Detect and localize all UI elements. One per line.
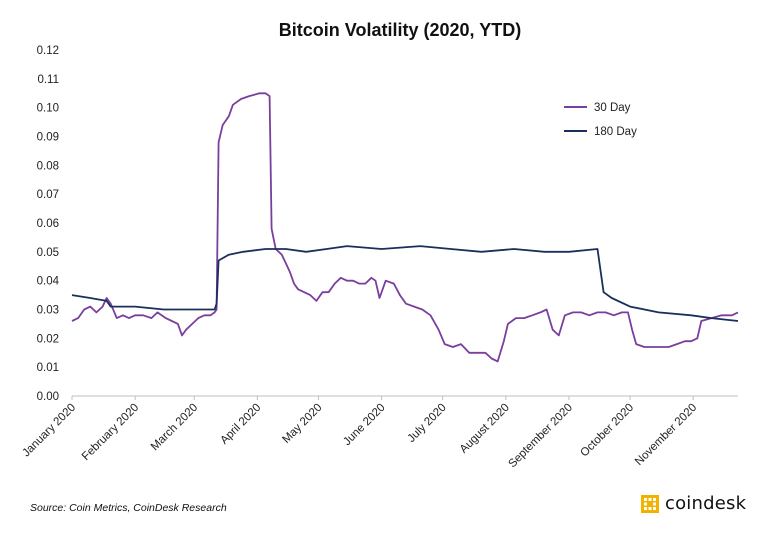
x-tick-label: September 2020	[506, 402, 575, 471]
x-tick-label: October 2020	[578, 402, 636, 460]
y-tick-label: 0.11	[37, 74, 59, 86]
y-tick-label: 0.05	[37, 247, 59, 259]
coindesk-wordmark: coindesk	[665, 493, 747, 514]
y-tick-label: 0.07	[37, 189, 59, 201]
x-tick-label: March 2020	[149, 402, 200, 453]
chart-title: Bitcoin Volatility (2020, YTD)	[279, 20, 521, 40]
coindesk-brand: coindesk	[641, 493, 746, 514]
x-tick-label: November 2020	[633, 402, 699, 468]
x-axis: January 2020 February 2020 March 2020 April…	[20, 395, 738, 471]
y-tick-label: 0.04	[37, 276, 60, 288]
x-tick-label: July 2020	[406, 402, 449, 445]
x-tick-label: June 2020	[341, 402, 387, 448]
y-tick-label: 0.00	[37, 391, 59, 403]
y-tick-label: 0.10	[37, 103, 59, 115]
x-tick-label: August 2020	[458, 402, 512, 456]
legend: 30 Day 180 Day	[564, 102, 637, 138]
x-tick-label: April 2020	[218, 402, 263, 447]
y-tick-label: 0.08	[37, 160, 59, 172]
y-tick-label: 0.03	[37, 305, 59, 317]
series-line-30-day	[71, 92, 739, 363]
x-tick-label: May 2020	[280, 402, 324, 446]
x-tick-label: January 2020	[20, 402, 78, 460]
series-line-180-day	[71, 245, 739, 322]
y-axis: 0.00 0.01 0.02 0.03 0.04 0.05 0.06 0.07 0.08 0.09…	[37, 45, 60, 403]
source-note: Source: Coin Metrics, CoinDesk Research	[30, 502, 227, 514]
y-tick-label: 0.02	[37, 333, 59, 345]
x-tick-label: February 2020	[80, 402, 141, 463]
y-tick-label: 0.01	[37, 362, 59, 374]
y-tick-label: 0.12	[37, 45, 59, 57]
series-layer	[71, 92, 739, 363]
y-tick-label: 0.09	[37, 132, 59, 144]
legend-label: 180 Day	[594, 126, 637, 138]
legend-label: 30 Day	[594, 102, 631, 114]
coindesk-logo-icon	[641, 494, 659, 513]
y-tick-label: 0.06	[37, 218, 59, 230]
